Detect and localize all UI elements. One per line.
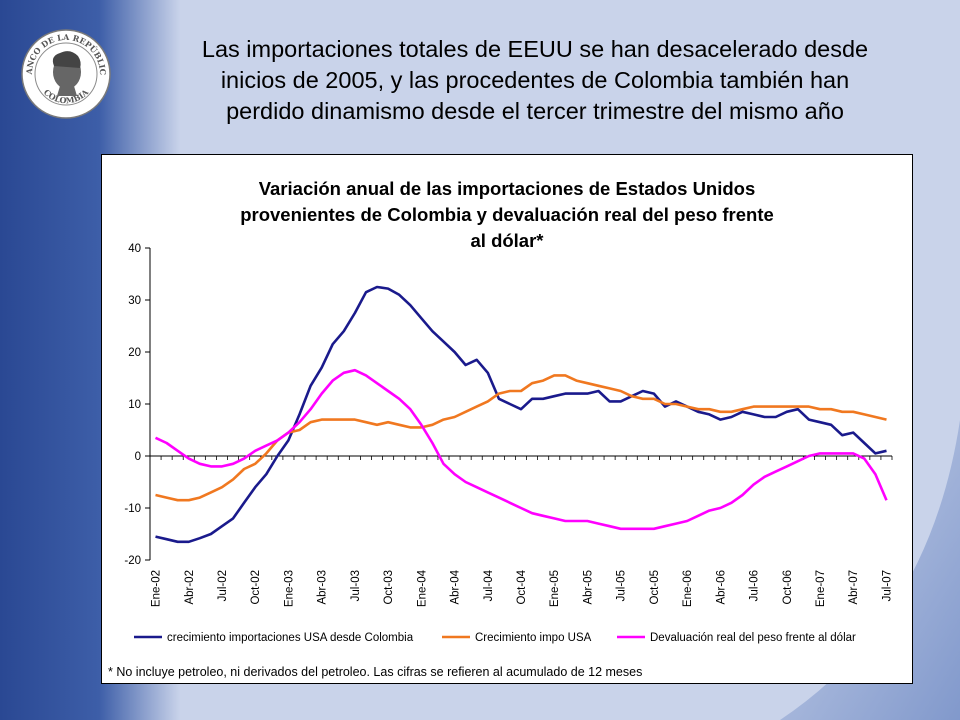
slide-title-line: perdido dinamismo desde el tercer trimes… [226,98,844,124]
y-tick-label: 0 [135,451,141,463]
y-tick-label: 30 [128,295,141,307]
slide-title: Las importaciones totales de EEUU se han… [120,34,950,127]
y-tick-label: 10 [128,399,141,411]
x-tick-label: Ene-04 [416,569,428,607]
x-tick-label: Jul-05 [616,570,628,601]
x-tick-label: Abr-05 [582,570,594,605]
y-tick-label: -10 [124,503,141,515]
chart-footnote: * No incluye petroleo, ni derivados del … [108,665,643,679]
slide-title-line: inicios de 2005, y las procedentes de Co… [220,67,850,93]
x-tick-label: Abr-02 [184,570,196,605]
x-tick-label: Abr-06 [715,570,727,605]
legend-label: Crecimiento impo USA [475,632,592,644]
x-tick-label: Jul-06 [749,570,761,601]
x-tick-label: Abr-04 [450,569,462,604]
x-tick-label: Jul-03 [350,570,362,601]
chart-axes: -20 -10 0 10 20 30 40 Ene-02 Abr-02 Jul-02 Oct-02 E… [124,243,893,607]
x-tick-label: Abr-07 [848,570,860,605]
y-tick-label: 40 [128,243,141,255]
x-tick-label: Oct-03 [383,570,395,605]
x-tick-label: Ene-07 [815,570,827,607]
x-tick-label: Ene-02 [151,570,163,607]
legend-label: crecimiento importaciones USA desde Colo… [167,632,414,644]
chart-legend: crecimiento importaciones USA desde Colo… [134,632,856,644]
x-tick-label: Oct-05 [649,570,661,605]
chart-title-line: Variación anual de las importaciones de … [259,178,756,199]
series-line [155,285,887,544]
chart-series [154,285,888,544]
y-tick-label: -20 [124,555,141,567]
slide-corner-swoosh [780,420,960,720]
y-tick-label: 20 [128,347,141,359]
x-tick-label: Jul-07 [881,570,893,601]
x-tick-label: Jul-04 [483,569,495,601]
chart-title: Variación anual de las importaciones de … [240,178,774,251]
x-tick-label: Oct-02 [250,570,262,605]
x-tick-label: Ene-05 [549,570,561,607]
x-tick-label: Ene-06 [682,570,694,607]
x-tick-label: Abr-03 [317,570,329,605]
x-tick-label: Ene-03 [283,570,295,607]
banco-de-la-republica-seal: BANCO DE LA REPÚBLICA COLOMBIA [20,28,111,119]
chart-title-line: provenientes de Colombia y devaluación r… [240,204,774,225]
chart-title-line: al dólar* [471,230,545,251]
series-line [155,374,887,502]
x-tick-label: Oct-04 [516,569,528,604]
x-tick-label: Oct-06 [782,570,794,605]
chart-container: Variación anual de las importaciones de … [101,154,913,684]
series-line [154,368,888,531]
seal-profile-icon [52,51,81,96]
x-tick-label: Jul-02 [217,570,229,601]
legend-label: Devaluación real del peso frente al dóla… [650,632,856,644]
slide-title-line: Las importaciones totales de EEUU se han… [201,36,869,62]
line-chart: Variación anual de las importaciones de … [124,178,893,644]
